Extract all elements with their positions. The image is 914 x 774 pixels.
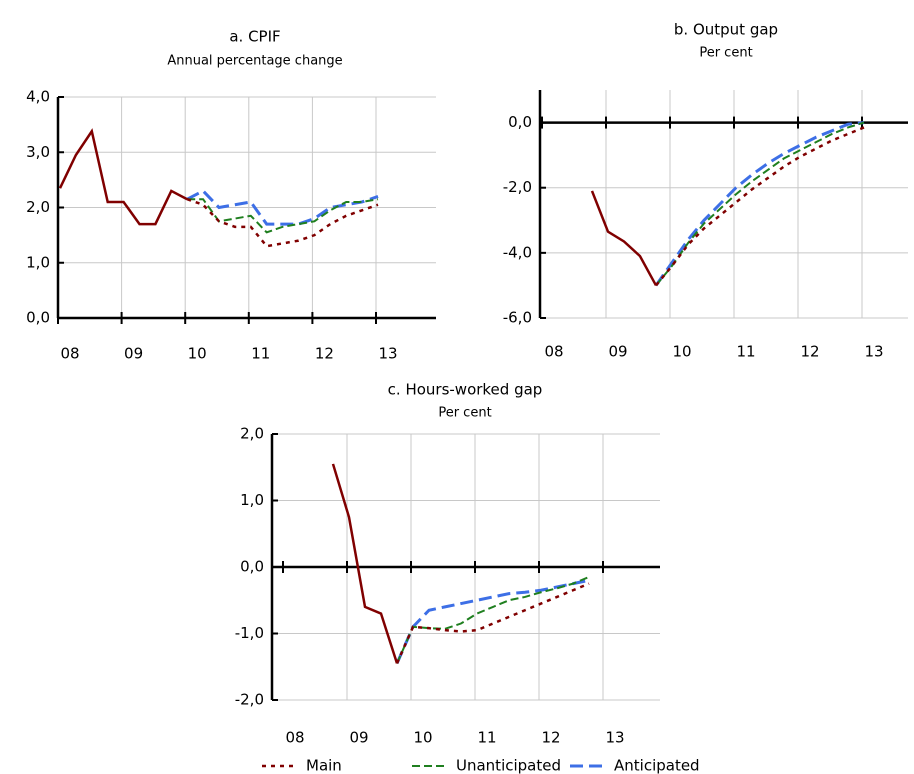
- legend-label: Anticipated: [614, 757, 700, 774]
- line-anticipated: [395, 578, 590, 665]
- y-tick-label: 2,0: [240, 425, 264, 443]
- line-main: [186, 198, 379, 248]
- x-tick-label: 11: [251, 345, 270, 363]
- x-tick-label: 13: [864, 343, 883, 361]
- y-tick-label: -2,0: [503, 178, 532, 196]
- y-tick-label: 4,0: [26, 88, 50, 106]
- line-main-history: [58, 128, 188, 226]
- legend-label: Unanticipated: [456, 757, 561, 774]
- x-tick-label: 08: [285, 729, 304, 747]
- x-tick-label: 11: [477, 729, 496, 747]
- x-tick-label: 08: [60, 345, 79, 363]
- x-tick-label: 13: [378, 345, 397, 363]
- line-unanticipated: [187, 198, 379, 234]
- x-tick-label: 09: [349, 729, 368, 747]
- chart-title: c. Hours-worked gap: [388, 381, 543, 399]
- y-tick-label: 0,0: [508, 113, 532, 131]
- x-tick-label: 13: [605, 729, 624, 747]
- x-tick-label: 10: [188, 345, 207, 363]
- x-tick-label: 08: [544, 343, 563, 361]
- line-main-history: [331, 463, 399, 664]
- y-tick-label: -4,0: [503, 243, 532, 261]
- chart-title: a. CPIF: [229, 28, 280, 46]
- line-anticipated: [186, 189, 379, 226]
- line-unanticipated: [655, 121, 865, 287]
- line-main: [395, 582, 590, 664]
- y-tick-label: 0,0: [26, 309, 50, 327]
- x-tick-label: 10: [413, 729, 432, 747]
- y-tick-label: 1,0: [26, 253, 50, 271]
- x-tick-label: 12: [315, 345, 334, 363]
- y-tick-label: -1,0: [235, 624, 264, 642]
- x-tick-label: 12: [800, 343, 819, 361]
- x-tick-label: 09: [124, 345, 143, 363]
- chart-subtitle: Per cent: [699, 46, 752, 61]
- chart-title: b. Output gap: [674, 21, 778, 39]
- legend-label: Main: [306, 757, 342, 774]
- line-anticipated: [654, 121, 865, 287]
- x-tick-label: 11: [736, 343, 755, 361]
- line-main: [655, 126, 865, 287]
- y-tick-label: 1,0: [240, 491, 264, 509]
- y-tick-label: 2,0: [26, 198, 50, 216]
- y-tick-label: -2,0: [235, 691, 264, 709]
- x-tick-label: 09: [608, 343, 627, 361]
- chart-subtitle: Annual percentage change: [167, 54, 342, 69]
- x-tick-label: 10: [672, 343, 691, 361]
- line-main-history: [590, 190, 658, 287]
- y-tick-label: 3,0: [26, 143, 50, 161]
- y-tick-label: 0,0: [240, 558, 264, 576]
- y-tick-label: -6,0: [503, 309, 532, 327]
- x-tick-label: 12: [541, 729, 560, 747]
- line-unanticipated: [396, 576, 590, 664]
- chart-subtitle: Per cent: [438, 406, 491, 421]
